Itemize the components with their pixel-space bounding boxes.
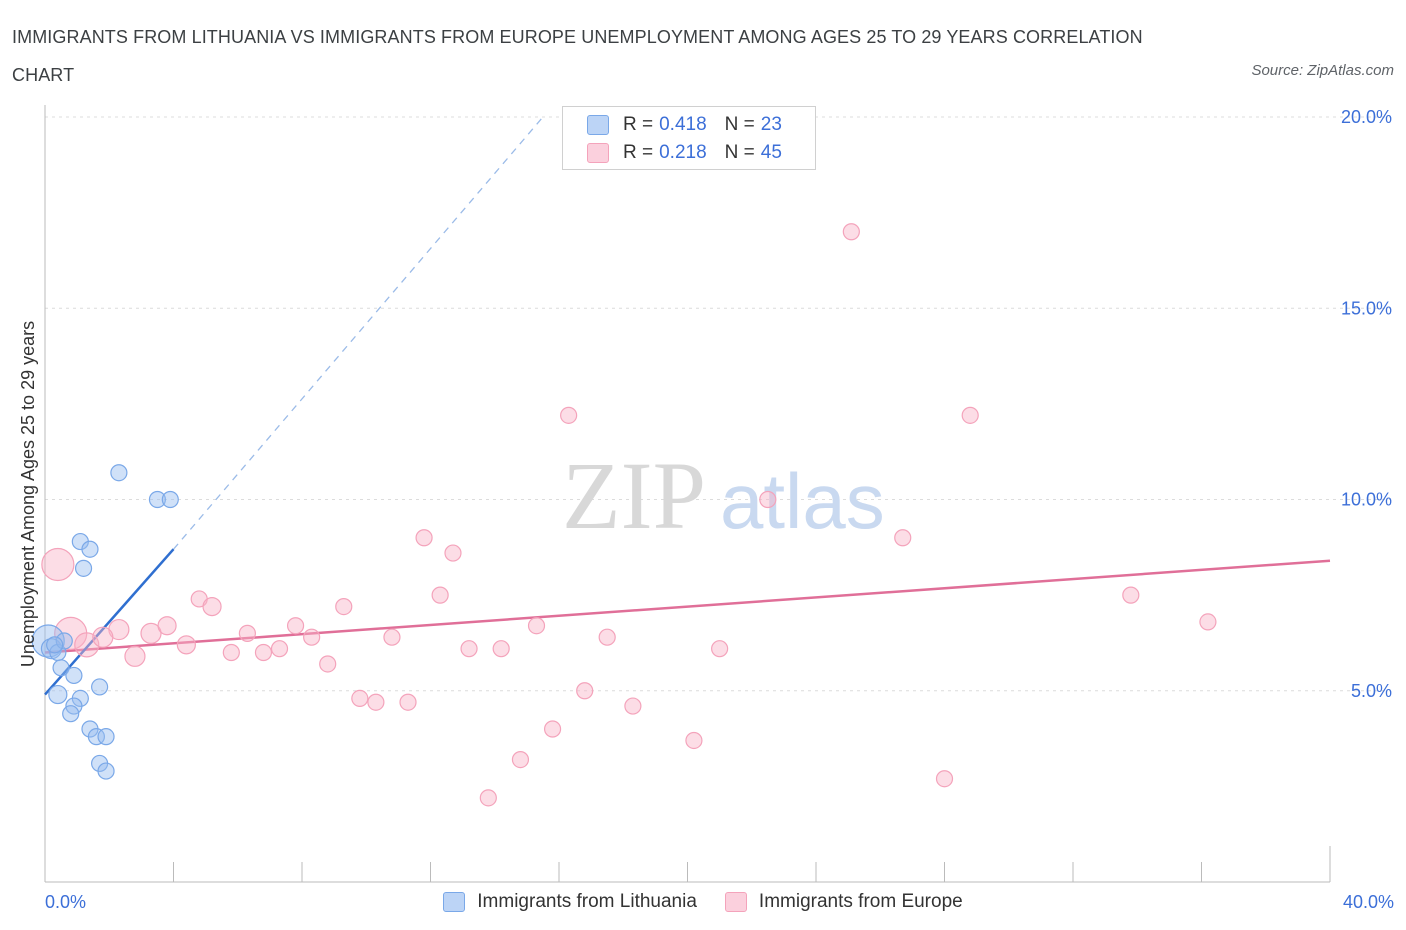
- point-europe: [1199, 613, 1217, 631]
- trendline-lithuania: [44, 548, 175, 696]
- point-europe: [711, 640, 729, 658]
- point-lithuania: [87, 728, 106, 746]
- point-europe: [479, 789, 497, 807]
- point-lithuania: [46, 636, 64, 654]
- point-europe: [238, 624, 256, 642]
- point-europe: [303, 628, 321, 646]
- y-tick-label: 20.0%: [1341, 107, 1392, 127]
- legend-swatch-lithuania: [587, 115, 609, 135]
- point-europe: [759, 490, 777, 509]
- point-europe: [598, 628, 616, 646]
- point-europe: [140, 622, 162, 644]
- legend-n-label: N =: [724, 114, 755, 135]
- point-europe: [286, 617, 305, 635]
- point-europe: [460, 640, 478, 658]
- point-europe: [270, 640, 289, 658]
- y-tick-label: 10.0%: [1341, 490, 1392, 510]
- legend-r-label: R =: [623, 114, 654, 135]
- point-europe: [685, 731, 703, 750]
- point-europe: [157, 616, 177, 636]
- point-europe: [254, 643, 273, 662]
- y-tick-label: 15.0%: [1341, 298, 1392, 318]
- point-europe: [624, 697, 642, 715]
- point-lithuania: [65, 666, 83, 685]
- point-europe: [527, 617, 546, 635]
- point-europe: [492, 640, 510, 658]
- point-lithuania: [97, 728, 115, 746]
- trend-lines: [44, 116, 1331, 696]
- data-points: [31, 223, 1217, 807]
- trendline-lithuania-extension: [173, 116, 544, 550]
- point-europe: [222, 643, 240, 662]
- chart-source: Source: ZipAtlas.com: [1251, 62, 1394, 79]
- point-lithuania: [91, 678, 109, 696]
- point-europe: [176, 635, 196, 655]
- point-europe: [842, 223, 860, 241]
- point-lithuania: [52, 659, 70, 677]
- point-lithuania: [48, 684, 68, 705]
- point-europe: [444, 544, 462, 562]
- y-tick-label: 5.0%: [1351, 681, 1392, 701]
- point-europe: [351, 689, 369, 708]
- trendline-europe: [44, 559, 1331, 654]
- y-axis-label: Unemployment Among Ages 25 to 29 years: [18, 321, 38, 667]
- point-europe: [383, 628, 401, 646]
- legend-label-lithuania: Immigrants from Lithuania: [477, 891, 697, 912]
- watermark-atlas: atlas: [720, 457, 885, 545]
- legend-r-value: 0.218: [659, 142, 707, 163]
- legend-item-lithuania[interactable]: Immigrants from Lithuania: [443, 891, 697, 913]
- point-europe: [415, 529, 433, 547]
- point-lithuania: [97, 762, 115, 780]
- watermark-zip: ZIP: [562, 442, 706, 549]
- legend-label-europe: Immigrants from Europe: [758, 891, 963, 912]
- point-europe: [41, 547, 75, 582]
- point-europe: [543, 720, 562, 738]
- point-europe: [511, 750, 530, 769]
- legend-item-europe[interactable]: Immigrants from Europe: [724, 891, 963, 913]
- point-europe: [1122, 586, 1140, 604]
- point-europe: [124, 645, 146, 667]
- point-lithuania: [55, 632, 73, 650]
- legend-n-label: N =: [724, 142, 755, 163]
- point-europe: [202, 596, 222, 617]
- legend-row-lithuania: R = 0.418 N = 23: [587, 111, 782, 139]
- point-europe: [894, 529, 912, 547]
- legend-swatch-lithuania: [443, 892, 466, 912]
- axes: [44, 105, 1331, 883]
- legend-row-europe: R = 0.218 N = 45: [587, 139, 782, 167]
- chart-title: IMMIGRANTS FROM LITHUANIA VS IMMIGRANTS …: [12, 27, 1143, 85]
- legend-r-value: 0.418: [659, 114, 707, 135]
- point-lithuania: [148, 490, 167, 509]
- point-lithuania: [110, 464, 128, 482]
- legend-n-value: 45: [760, 142, 782, 163]
- point-europe: [92, 626, 114, 648]
- point-europe: [431, 586, 449, 604]
- point-lithuania: [74, 559, 93, 577]
- correlation-legend: R = 0.418 N = 23 R = 0.218 N = 45: [562, 106, 816, 170]
- point-lithuania: [81, 540, 99, 558]
- legend-swatch-europe: [724, 892, 747, 912]
- legend-n-value: 23: [760, 114, 782, 135]
- legend-swatch-europe: [587, 143, 609, 163]
- point-europe: [935, 770, 954, 788]
- point-europe: [367, 693, 385, 711]
- point-lithuania: [161, 490, 179, 509]
- point-europe: [319, 655, 337, 673]
- series-legend: Immigrants from Lithuania Immigrants fro…: [0, 888, 1406, 916]
- legend-r-label: R =: [623, 142, 654, 163]
- point-lithuania: [62, 705, 80, 723]
- point-europe: [335, 597, 353, 616]
- point-europe: [961, 406, 979, 424]
- point-europe: [560, 406, 578, 424]
- point-europe: [399, 693, 417, 711]
- x-tick-label: 0.0%: [45, 892, 86, 912]
- tick-labels: 5.0% 10.0% 15.0% 20.0% 0.0% 40.0%: [45, 107, 1394, 912]
- x-tick-label: 40.0%: [1343, 892, 1394, 912]
- point-europe: [576, 682, 594, 700]
